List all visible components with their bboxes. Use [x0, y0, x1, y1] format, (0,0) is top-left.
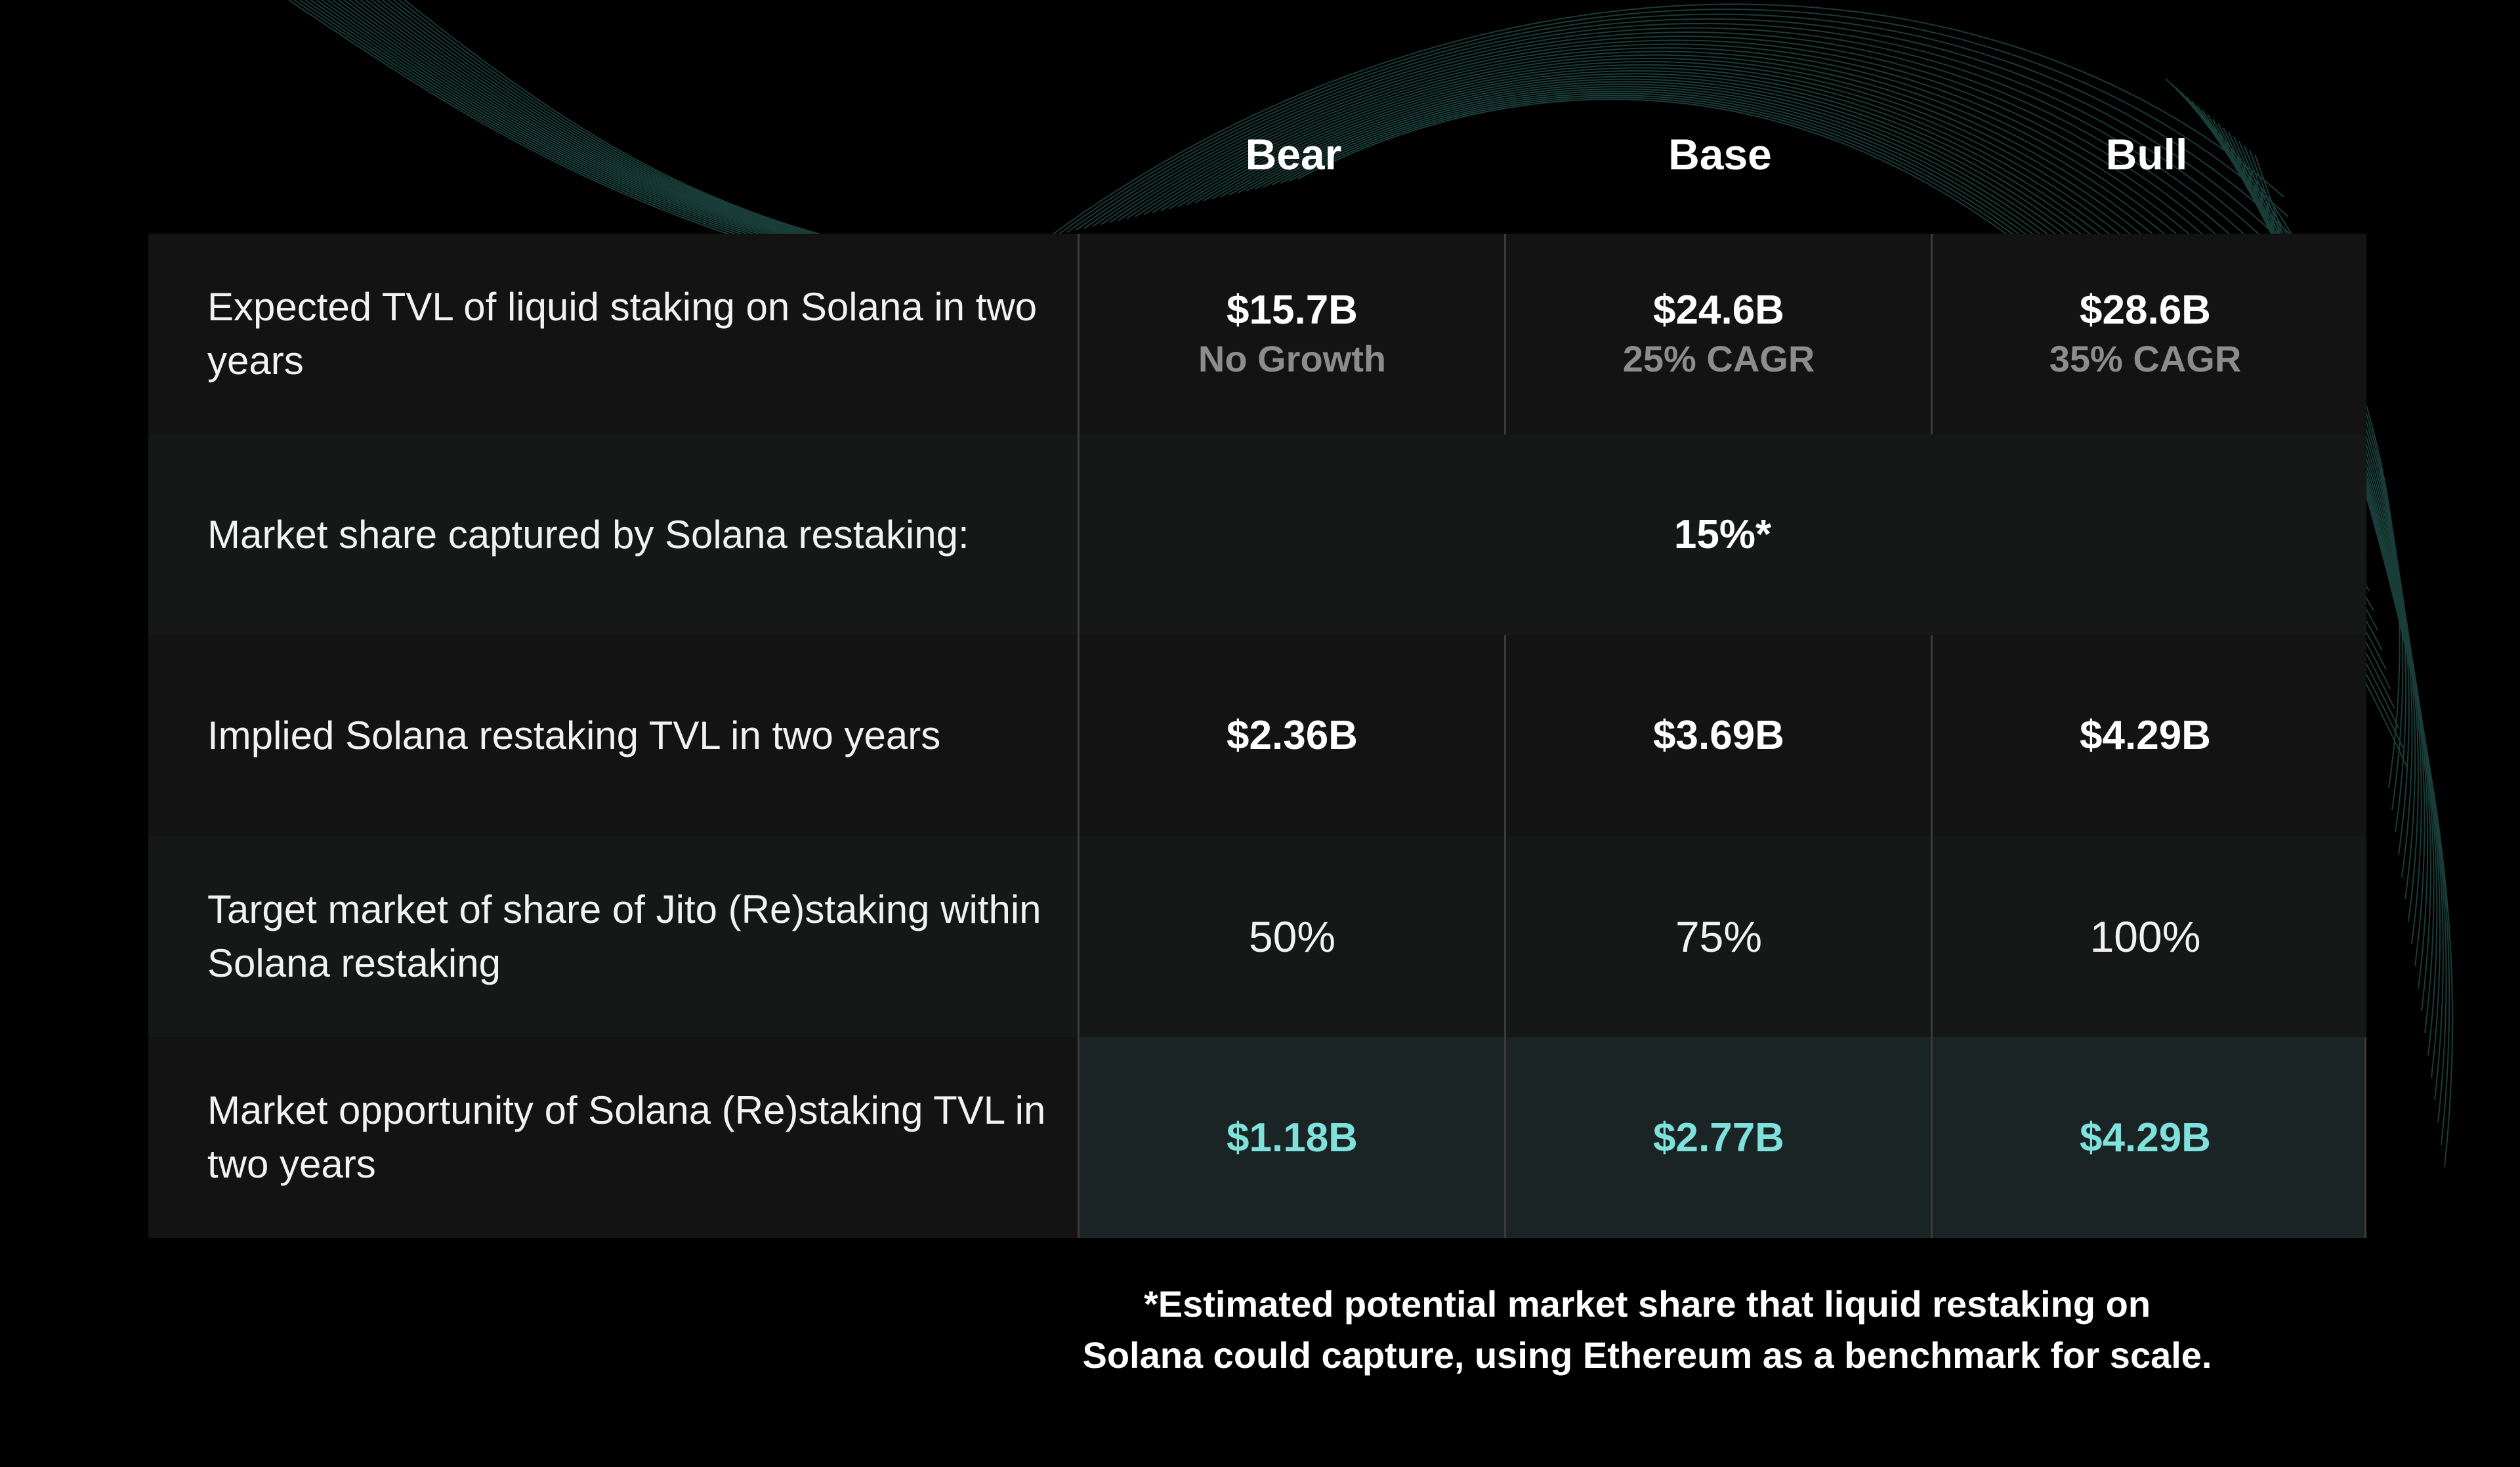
- table-right-edge: [2364, 1037, 2366, 1238]
- table-row: Target market of share of Jito (Re)staki…: [148, 836, 2366, 1037]
- value-bull-implied-tvl: $4.29B: [2080, 713, 2211, 758]
- table-row: Implied Solana restaking TVL in two year…: [148, 635, 2366, 836]
- wave-line: [1058, 9, 2289, 235]
- footnote-line-1: *Estimated potential market share that l…: [1143, 1283, 2151, 1325]
- wave-line: [360, 0, 879, 255]
- footnote-line-2: Solana could capture, using Ethereum as …: [1082, 1334, 2212, 1376]
- wave-line: [1083, 22, 2301, 276]
- value-bear-implied-tvl: $2.36B: [1227, 713, 1358, 758]
- table-row: Expected TVL of liquid staking on Solana…: [148, 234, 2366, 435]
- value-bull-expected-tvl: $28.6B: [2080, 287, 2211, 333]
- row-label-jito-share: Target market of share of Jito (Re)staki…: [207, 887, 1041, 985]
- value-base-implied-tvl: $3.69B: [1653, 713, 1784, 758]
- wave-line: [1066, 13, 2293, 237]
- cell-base-expected-tvl: $24.6B 25% CAGR: [1505, 234, 1932, 435]
- wave-line: [310, 0, 780, 243]
- wave-line: [299, 0, 757, 240]
- value-bear-expected-tvl: $15.7B: [1227, 287, 1358, 333]
- value-base-jito-share: 75%: [1675, 912, 1763, 961]
- footnote: *Estimated potential market share that l…: [1011, 1279, 2284, 1381]
- column-header-base: Base: [1668, 130, 1772, 179]
- wave-line: [321, 0, 802, 245]
- wave-line: [365, 0, 890, 257]
- cell-bull-expected-tvl: $28.6B 35% CAGR: [1932, 234, 2359, 435]
- value-bear-jito-share: 50%: [1248, 912, 1336, 961]
- value-bull-market-opportunity: $4.29B: [2080, 1115, 2211, 1160]
- column-divider-label: [1078, 234, 1080, 1238]
- column-divider: [1931, 234, 1933, 435]
- wave-line: [398, 0, 956, 265]
- wave-line: [332, 0, 824, 248]
- wave-line: [371, 0, 901, 258]
- cell-base-jito-share: 75%: [1505, 836, 1932, 1037]
- wave-line: [1049, 3, 2284, 237]
- note-bear-expected-tvl: No Growth: [1198, 338, 1387, 379]
- wave-line: [1075, 18, 2298, 257]
- wave-line: [387, 0, 934, 262]
- row-label-market-share: Market share captured by Solana restakin…: [207, 513, 969, 557]
- wave-line: [354, 0, 868, 254]
- wave-line: [382, 0, 923, 261]
- value-market-share: 15%*: [1673, 512, 1772, 557]
- cell-bull-implied-tvl: $4.29B: [1932, 635, 2359, 836]
- wave-line: [288, 0, 736, 237]
- value-bull-jito-share: 100%: [2090, 912, 2201, 961]
- scenario-table: Expected TVL of liquid staking on Solana…: [148, 234, 2366, 1238]
- note-bull-expected-tvl: 35% CAGR: [2049, 338, 2242, 379]
- wave-line: [343, 0, 846, 251]
- value-base-market-opportunity: $2.77B: [1653, 1115, 1784, 1160]
- wave-line: [293, 0, 747, 239]
- highlight-background: [1079, 1037, 2366, 1238]
- cell-bear-expected-tvl: $15.7B No Growth: [1079, 234, 1505, 435]
- wave-line: [1109, 35, 2315, 335]
- value-base-expected-tvl: $24.6B: [1653, 287, 1784, 333]
- wave-line: [1135, 47, 2327, 394]
- wave-line: [327, 0, 812, 247]
- cell-base-implied-tvl: $3.69B: [1505, 635, 1932, 836]
- cell-bear-jito-share: 50%: [1079, 836, 1505, 1037]
- table-row: Market opportunity of Solana (Re)staking…: [148, 1037, 2366, 1238]
- wave-line: [338, 0, 835, 249]
- wave-line: [376, 0, 912, 259]
- row-label-implied-tvl: Implied Solana restaking TVL in two year…: [207, 713, 941, 757]
- note-base-expected-tvl: 25% CAGR: [1622, 338, 1815, 379]
- cell-bear-implied-tvl: $2.36B: [1079, 635, 1505, 836]
- cell-bear-market-opportunity: $1.18B: [1079, 1037, 1505, 1238]
- wave-line: [392, 0, 945, 263]
- column-header-bear: Bear: [1245, 130, 1342, 179]
- cell-bull-jito-share: 100%: [1932, 836, 2359, 1037]
- wave-line: [1101, 32, 2310, 316]
- wave-line: [304, 0, 768, 242]
- column-divider: [1504, 234, 1506, 435]
- wave-line: [316, 0, 791, 244]
- column-divider: [1504, 635, 1506, 1238]
- row-label-expected-tvl: Expected TVL of liquid staking on Solana…: [207, 285, 1038, 383]
- value-bear-market-opportunity: $1.18B: [1227, 1115, 1358, 1160]
- cell-merged-market-share: 15%*: [1079, 435, 2366, 635]
- wave-line: [1126, 43, 2323, 375]
- column-divider: [1931, 635, 1933, 1238]
- wave-line: [1118, 39, 2319, 355]
- row-label-market-opportunity: Market opportunity of Solana (Re)staking…: [207, 1088, 1046, 1186]
- wave-line: [404, 0, 967, 266]
- table-row: Market share captured by Solana restakin…: [148, 435, 2366, 635]
- wave-line: [1092, 27, 2306, 296]
- cell-bull-market-opportunity: $4.29B: [1932, 1037, 2359, 1238]
- column-header-bull: Bull: [2105, 130, 2188, 179]
- wave-line: [348, 0, 857, 253]
- cell-base-market-opportunity: $2.77B: [1505, 1037, 1932, 1238]
